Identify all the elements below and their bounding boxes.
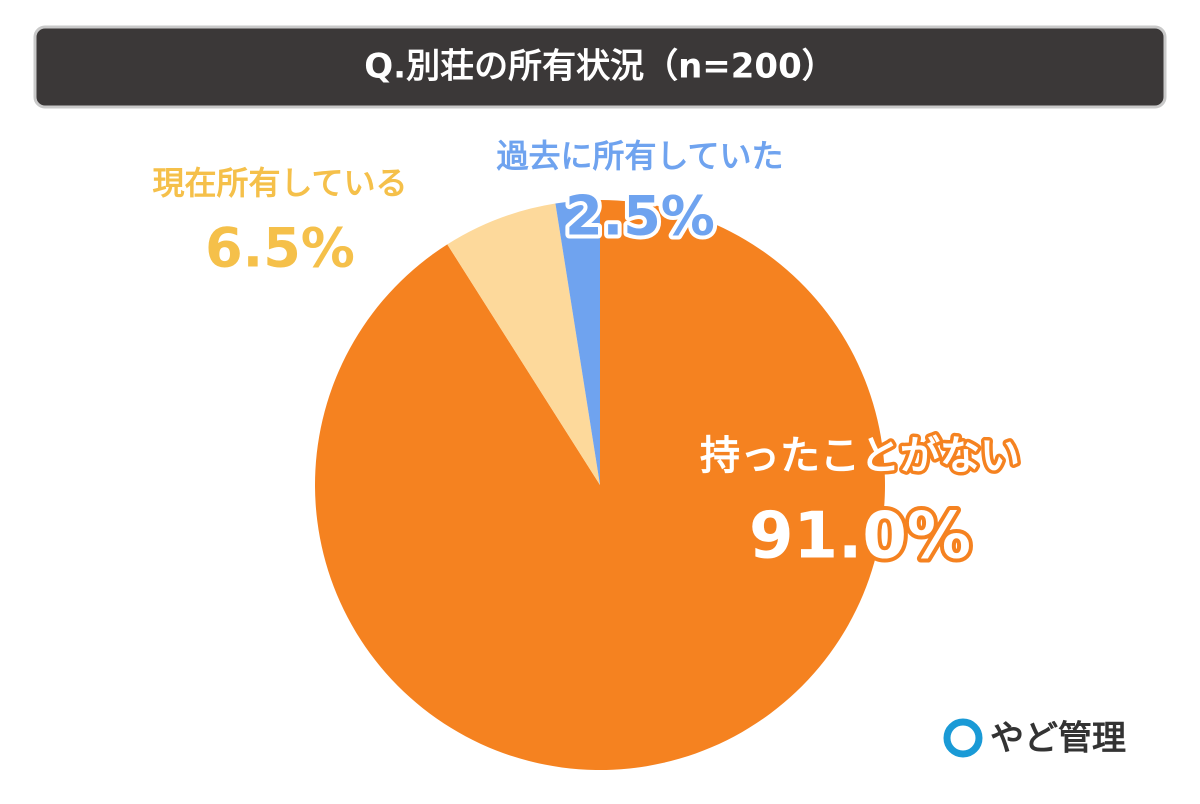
pie-slice	[315, 200, 886, 770]
value-label: 91.0%	[749, 500, 971, 574]
chart-title: Q.別荘の所有状況（n=200）	[364, 47, 835, 87]
title-bar	[33, 25, 1167, 109]
logo-icon	[943, 718, 983, 758]
value-label: 6.5%	[205, 217, 355, 280]
pie-slice	[555, 200, 600, 485]
value-label: 2.5%	[565, 185, 715, 248]
logo: やど管理	[943, 718, 1126, 759]
slice-label: 過去に所有していた	[496, 137, 783, 175]
pie-slice	[447, 203, 600, 485]
logo-text: やど管理	[990, 719, 1126, 759]
slice-label: 持ったことがない	[700, 433, 1020, 479]
slice-label: 現在所有している	[152, 164, 407, 202]
